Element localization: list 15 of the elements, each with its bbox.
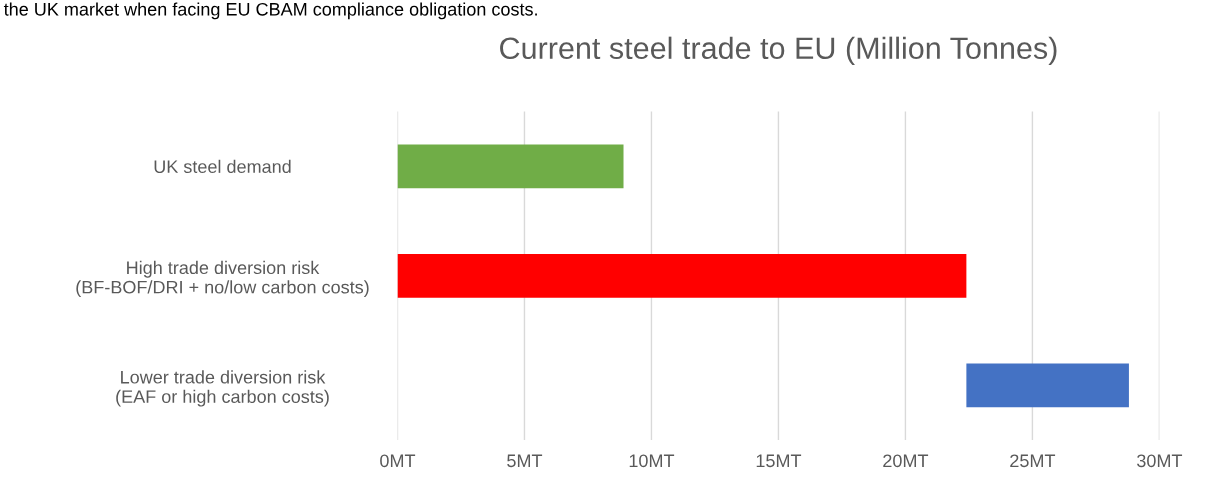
x-tick-label: 5MT (507, 454, 543, 468)
x-tick-label: 15MT (756, 454, 802, 468)
y-tick-label: Lower trade diversion risk (EAF or high carbon costs) (116, 370, 329, 407)
bar (397, 253, 967, 298)
x-tick-label: 10MT (629, 454, 675, 468)
y-tick-label: High trade diversion risk (BF-BOF/DRI + no/low carbon costs) (76, 260, 369, 298)
y-tick-label: UK steel demand (154, 159, 291, 174)
x-tick-label: 25MT (1010, 454, 1056, 468)
bar (966, 363, 1129, 408)
chart-title: Current steel trade to EU (Million Tonnes) (500, 36, 1057, 66)
x-tick-label: 20MT (883, 454, 929, 468)
text: the UK market when facing EU CBAM compliance obligation costs. (3, 2, 537, 20)
x-tick-label: 30MT (1137, 454, 1183, 468)
x-tick-label: 0MT (380, 454, 416, 468)
bar (397, 144, 624, 189)
